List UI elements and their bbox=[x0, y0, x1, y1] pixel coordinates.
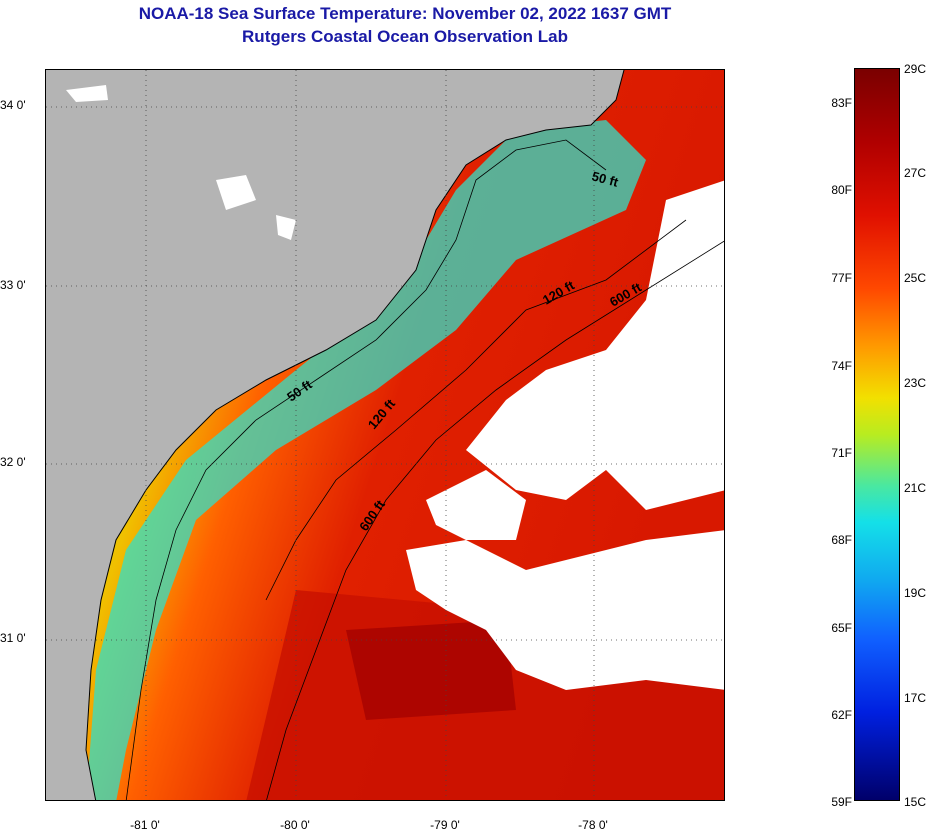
lon-label-78: -78 0' bbox=[578, 818, 608, 832]
colorbar-c-25: 25C bbox=[904, 271, 927, 285]
map-title: NOAA-18 Sea Surface Temperature: Novembe… bbox=[138, 4, 672, 23]
colorbar-c-27: 27C bbox=[904, 166, 927, 180]
colorbar-f-68: 68F bbox=[831, 533, 852, 547]
colorbar-f-65: 65F bbox=[831, 621, 852, 635]
colorbar-f-83: 83F bbox=[831, 96, 852, 110]
map-subtitle: Rutgers Coastal Ocean Observation Lab bbox=[242, 27, 568, 46]
isobath-120ft bbox=[265, 219, 687, 601]
lat-label-33: 33 0' bbox=[0, 278, 26, 292]
colorbar-f-71: 71F bbox=[831, 446, 852, 460]
colorbar-f-74: 74F bbox=[831, 359, 852, 373]
colorbar-c-15: 15C bbox=[904, 795, 927, 809]
temperature-colorbar bbox=[854, 68, 900, 801]
sst-map[interactable]: 50 ft 120 ft 600 ft 50 ft 120 ft 600 ft bbox=[45, 69, 725, 801]
colorbar-f-80: 80F bbox=[831, 183, 852, 197]
colorbar-f-59: 59F bbox=[831, 795, 852, 809]
lon-label-81: -81 0' bbox=[130, 818, 160, 832]
colorbar-c-23: 23C bbox=[904, 376, 927, 390]
colorbar-f-62: 62F bbox=[831, 708, 852, 722]
coastline bbox=[85, 70, 625, 800]
isobath-600ft bbox=[266, 240, 724, 800]
colorbar-f-77: 77F bbox=[831, 271, 852, 285]
colorbar-c-17: 17C bbox=[904, 691, 927, 705]
lat-label-31: 31 0' bbox=[0, 631, 26, 645]
cloud-cover bbox=[66, 85, 724, 690]
lat-label-32: 32 0' bbox=[0, 455, 26, 469]
nearshore-band bbox=[86, 120, 646, 800]
colorbar-c-29: 29C bbox=[904, 62, 927, 76]
isobath-50ft bbox=[125, 139, 607, 800]
colorbar-c-19: 19C bbox=[904, 586, 927, 600]
lon-label-80: -80 0' bbox=[280, 818, 310, 832]
graticule bbox=[46, 70, 724, 800]
lon-label-79: -79 0' bbox=[430, 818, 460, 832]
colorbar-c-21: 21C bbox=[904, 481, 927, 495]
dark-red-patch bbox=[346, 620, 516, 720]
lat-label-34: 34 0' bbox=[0, 98, 26, 112]
land bbox=[46, 70, 624, 800]
contour-label-50ft-north: 50 ft bbox=[590, 168, 620, 190]
